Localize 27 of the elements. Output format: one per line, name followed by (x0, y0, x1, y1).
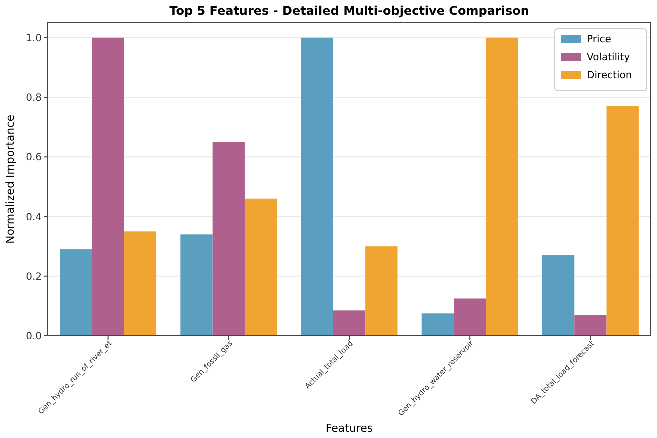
bar (124, 232, 157, 336)
legend-label: Direction (587, 70, 632, 82)
bar (574, 315, 607, 336)
legend-label: Price (587, 34, 612, 46)
bar (60, 250, 92, 336)
bar (301, 38, 334, 336)
bar (486, 38, 518, 336)
legend-label: Volatility (587, 52, 630, 64)
y-tick-label: 0.6 (26, 152, 42, 164)
x-axis-title: Features (326, 422, 374, 435)
bar (366, 246, 398, 336)
bar (244, 198, 278, 336)
y-tick-label: 0.4 (26, 212, 42, 224)
bar (454, 298, 486, 336)
bar (422, 314, 454, 336)
bar (333, 310, 366, 336)
y-tick-label: 1.0 (26, 33, 42, 44)
y-tick-label: 0.8 (26, 93, 42, 104)
chart-title: Top 5 Features - Detailed Multi-objective Comparison (170, 4, 530, 18)
y-axis-title: Normalized Importance (4, 114, 17, 244)
bar (606, 106, 639, 336)
bar (542, 256, 575, 336)
y-tick-label: 0.2 (26, 272, 42, 283)
bar (180, 234, 213, 336)
bar (212, 142, 245, 336)
y-tick-label: 0.0 (26, 332, 42, 342)
bar (92, 38, 124, 336)
